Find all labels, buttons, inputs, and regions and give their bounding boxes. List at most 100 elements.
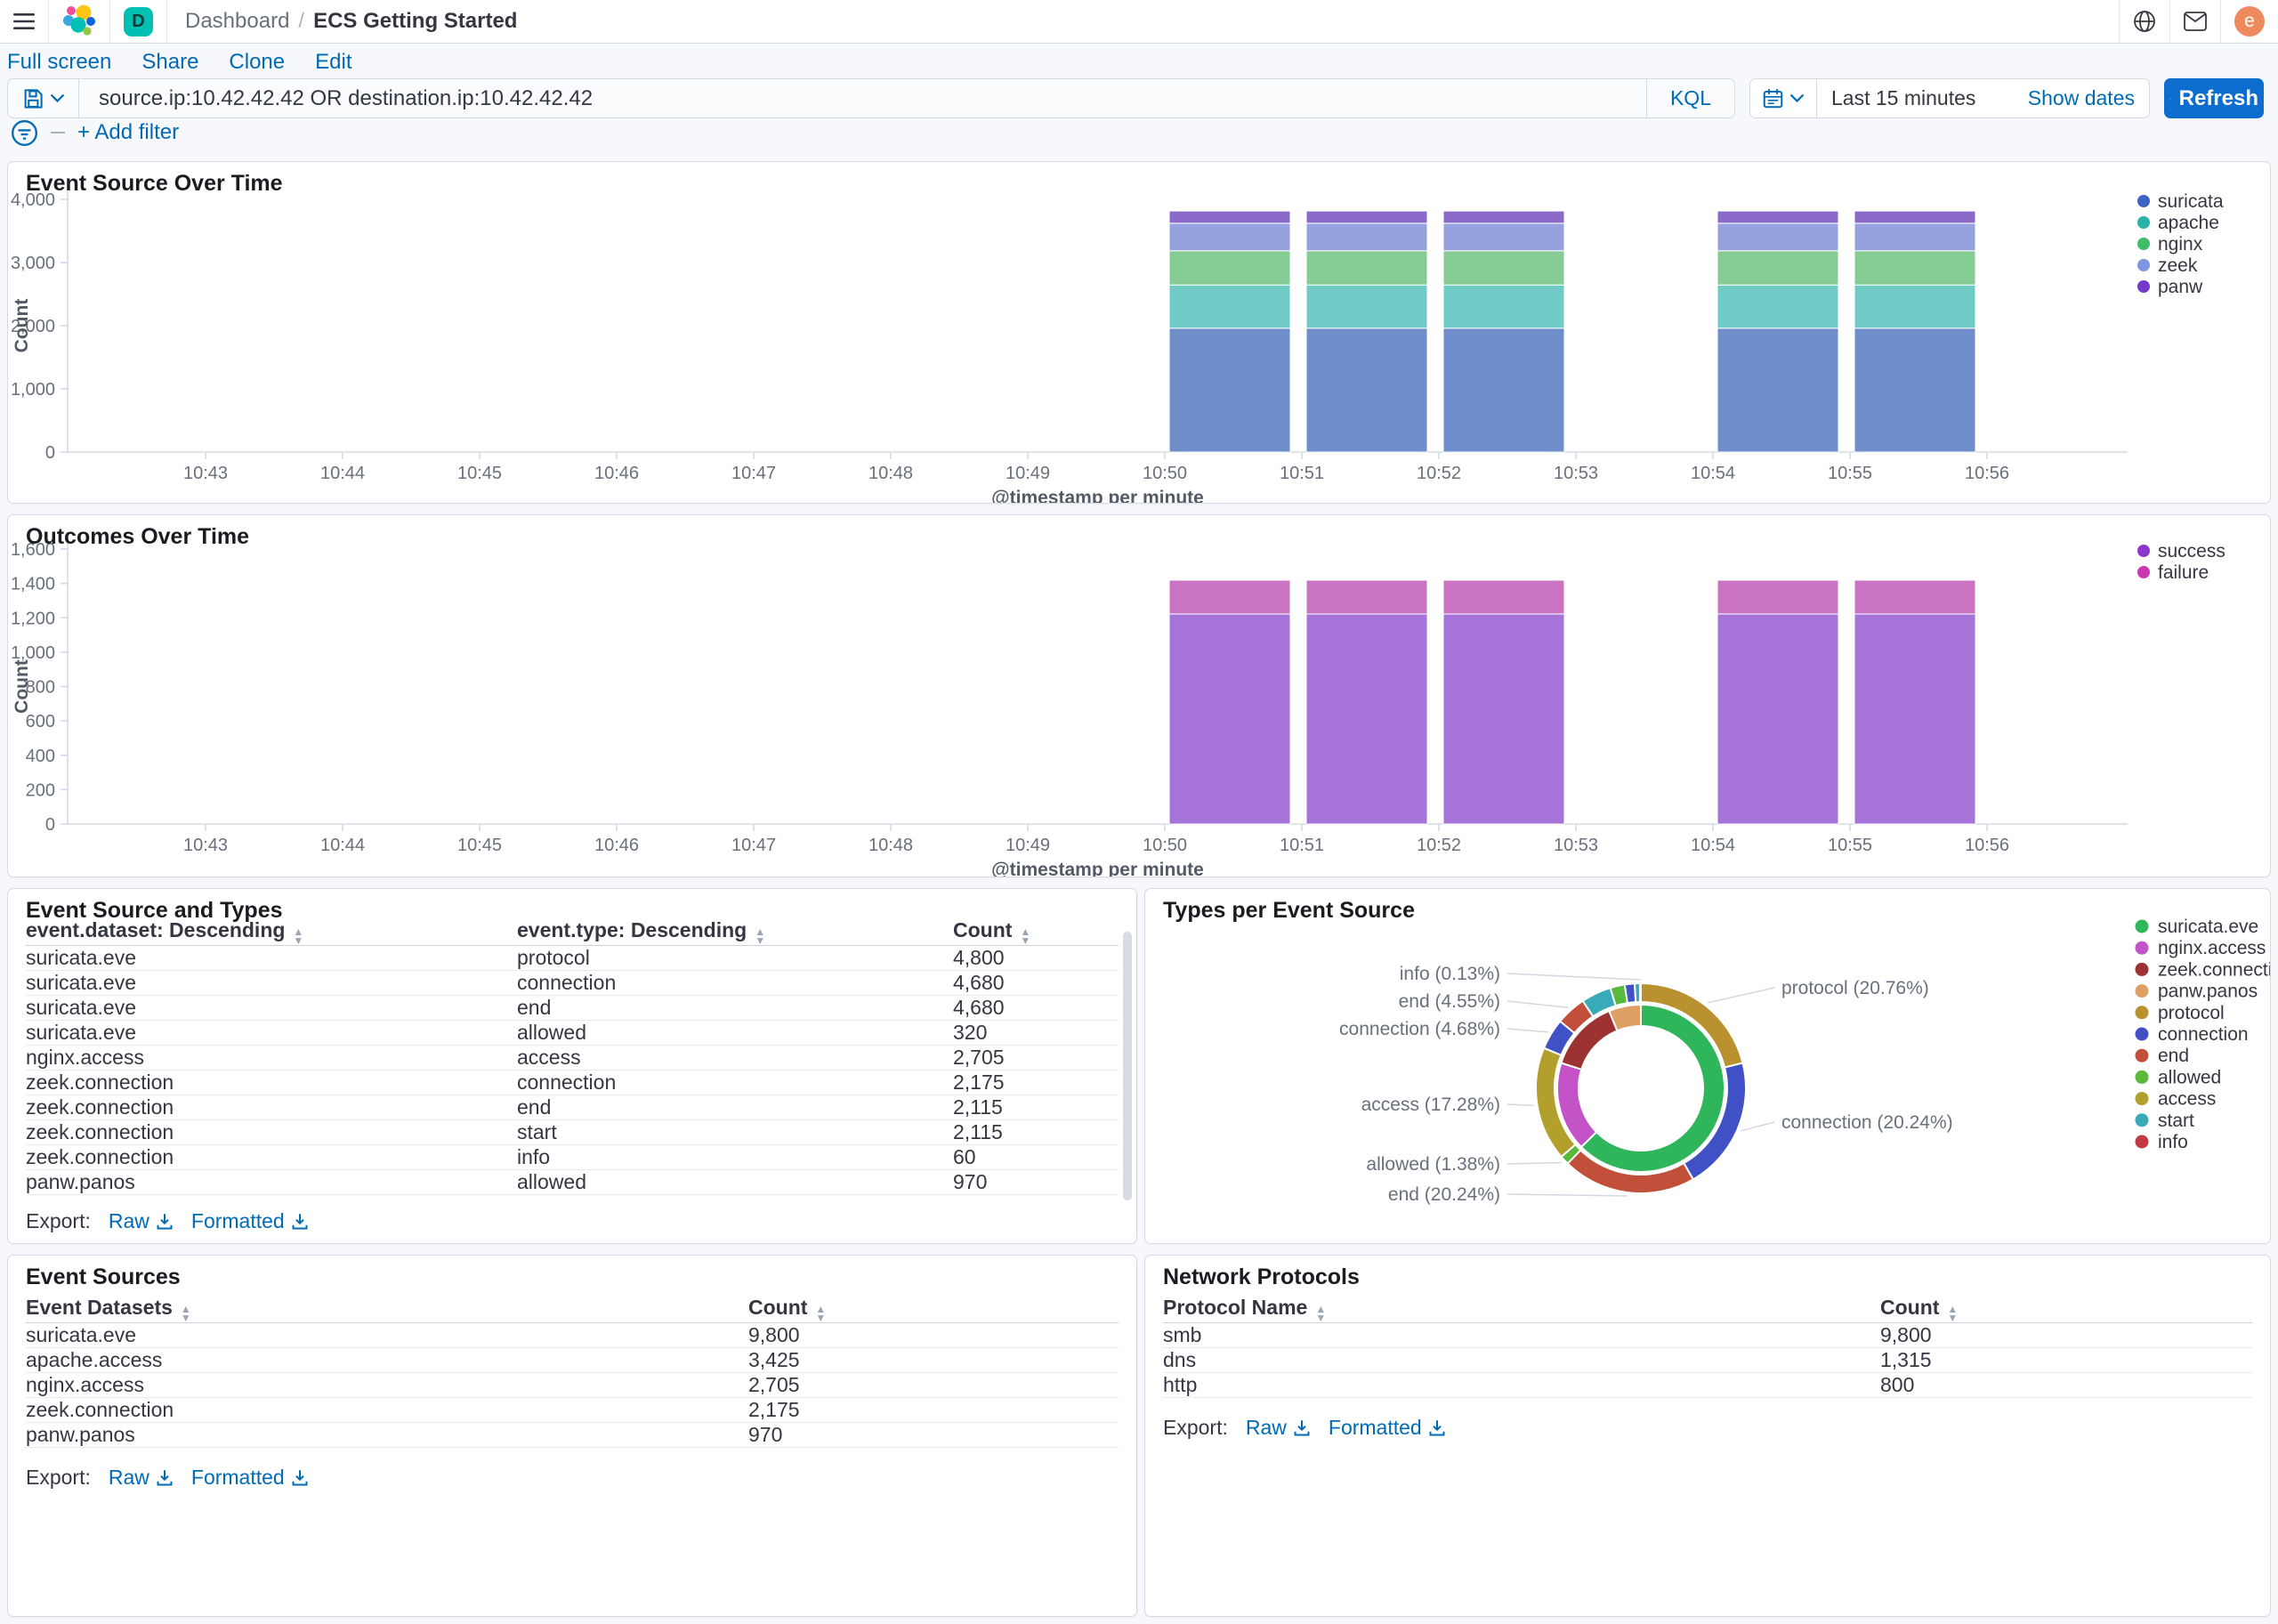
refresh-label: Refresh <box>2178 85 2258 110</box>
menu-button[interactable] <box>0 0 48 43</box>
bar-segment-zeek[interactable] <box>1168 222 1291 252</box>
sunburst-inner-segment-panw.panos[interactable] <box>1607 1003 1642 1032</box>
bar-segment-apache[interactable] <box>1168 284 1291 329</box>
bar-segment-apache[interactable] <box>1854 284 1976 329</box>
news-feed-button[interactable] <box>2120 0 2169 43</box>
time-range-value[interactable]: Last 15 minutes <box>1831 86 1976 109</box>
legend-item-suricata.eve[interactable]: suricata.eve <box>2135 917 2259 937</box>
column-header-sort-button[interactable]: Protocol Name ▲ ▼ <box>1163 1296 1880 1322</box>
label-connector <box>1741 1121 1775 1132</box>
saved-query-menu[interactable] <box>8 79 79 117</box>
export-formatted-link[interactable]: Formatted <box>191 1209 309 1233</box>
legend-item-protocol[interactable]: protocol <box>2135 1003 2225 1023</box>
bar-segment-panw[interactable] <box>1305 210 1428 224</box>
legend-item-access[interactable]: access <box>2135 1089 2217 1110</box>
legend-item-start[interactable]: start <box>2135 1111 2195 1131</box>
legend-item-connection[interactable]: connection <box>2135 1024 2249 1045</box>
legend-item-zeek.connection[interactable]: zeek.connection <box>2135 959 2271 980</box>
bar-segment-suricata[interactable] <box>1717 327 1839 453</box>
refresh-button[interactable]: Refresh <box>2164 78 2264 118</box>
bar-segment-zeek[interactable] <box>1854 222 1976 252</box>
export-raw-link[interactable]: Raw <box>1246 1416 1311 1440</box>
show-dates-link[interactable]: Show dates <box>2027 86 2135 109</box>
legend-item-nginx.access[interactable]: nginx.access <box>2135 938 2266 958</box>
legend-item-success[interactable]: success <box>2137 541 2225 562</box>
bar-segment-suricata[interactable] <box>1854 327 1976 453</box>
bar-segment-failure[interactable] <box>1442 579 1565 615</box>
user-menu-button[interactable]: e <box>2221 0 2278 43</box>
bar-segment-failure[interactable] <box>1717 579 1839 615</box>
share-link[interactable]: Share <box>141 50 199 74</box>
column-header-sort-button[interactable]: Count ▲ ▼ <box>953 918 1119 945</box>
legend-item-info[interactable]: info <box>2135 1132 2188 1152</box>
query-input[interactable]: source.ip:10.42.42.42 OR destination.ip:… <box>99 85 594 110</box>
panel-title: Event Source Over Time <box>26 171 283 196</box>
bar-segment-failure[interactable] <box>1168 579 1291 615</box>
bar-segment-zeek[interactable] <box>1442 222 1565 252</box>
bar-segment-nginx[interactable] <box>1717 250 1839 286</box>
column-header-sort-button[interactable]: Count ▲ ▼ <box>748 1296 1119 1322</box>
column-header-sort-button[interactable]: event.type: Descending ▲ ▼ <box>517 918 953 945</box>
legend-item-failure[interactable]: failure <box>2137 562 2209 583</box>
legend-item-nginx[interactable]: nginx <box>2137 234 2203 255</box>
bar-segment-panw[interactable] <box>1442 210 1565 224</box>
legend-item-apache[interactable]: apache <box>2137 213 2219 233</box>
legend-item-end[interactable]: end <box>2135 1046 2190 1066</box>
legend-item-allowed[interactable]: allowed <box>2135 1067 2222 1087</box>
bar-segment-success[interactable] <box>1717 613 1839 825</box>
bar-segment-apache[interactable] <box>1305 284 1428 329</box>
table-cell: protocol <box>517 946 590 969</box>
export-formatted-link[interactable]: Formatted <box>1329 1416 1446 1440</box>
bar-segment-nginx[interactable] <box>1854 250 1976 286</box>
chevron-down-icon <box>1790 93 1804 102</box>
table-scrollbar[interactable] <box>1123 932 1132 1200</box>
legend-item-panw.panos[interactable]: panw.panos <box>2135 982 2258 1002</box>
date-quick-select[interactable] <box>1750 79 1817 117</box>
bar-segment-success[interactable] <box>1854 613 1976 825</box>
query-language-button[interactable]: KQL <box>1645 79 1734 117</box>
space-switcher[interactable]: D <box>110 0 166 43</box>
column-header-sort-button[interactable]: Count ▲ ▼ <box>1880 1296 2252 1322</box>
bar-segment-zeek[interactable] <box>1717 222 1839 252</box>
filter-icon[interactable] <box>11 119 38 147</box>
bar-segment-nginx[interactable] <box>1442 250 1565 286</box>
download-icon <box>292 1469 308 1485</box>
bar-segment-suricata[interactable] <box>1168 327 1291 453</box>
bar-segment-nginx[interactable] <box>1305 250 1428 286</box>
legend-item-zeek[interactable]: zeek <box>2137 255 2198 276</box>
export-raw-link[interactable]: Raw <box>109 1209 174 1233</box>
edit-link[interactable]: Edit <box>315 50 352 74</box>
column-header-sort-button[interactable]: Event Datasets ▲ ▼ <box>26 1296 748 1322</box>
bar-segment-zeek[interactable] <box>1305 222 1428 252</box>
notifications-button[interactable] <box>2170 0 2220 43</box>
bar-segment-apache[interactable] <box>1717 284 1839 329</box>
bar-segment-failure[interactable] <box>1854 579 1976 615</box>
export-raw-link[interactable]: Raw <box>109 1466 174 1490</box>
add-filter-link[interactable]: + Add filter <box>77 120 180 144</box>
bar-segment-success[interactable] <box>1168 613 1291 825</box>
sunburst-inner-segment-suricata.eve[interactable] <box>1579 1003 1725 1173</box>
bar-segment-suricata[interactable] <box>1305 327 1428 453</box>
table-cell: access <box>517 1046 581 1069</box>
bar-segment-panw[interactable] <box>1168 210 1291 224</box>
legend-item-suricata[interactable]: suricata <box>2137 191 2224 212</box>
bar-segment-panw[interactable] <box>1717 210 1839 224</box>
x-tick-label: 10:45 <box>457 836 502 855</box>
legend-item-panw[interactable]: panw <box>2137 277 2203 297</box>
sunburst-outer-segment-info[interactable] <box>1639 982 1642 1004</box>
breadcrumb-dashboard[interactable]: Dashboard <box>185 9 290 33</box>
mail-icon <box>2184 12 2207 31</box>
bar-segment-apache[interactable] <box>1442 284 1565 329</box>
clone-link[interactable]: Clone <box>229 50 286 74</box>
bar-segment-panw[interactable] <box>1854 210 1976 224</box>
full-screen-link[interactable]: Full screen <box>7 50 112 74</box>
bar-segment-success[interactable] <box>1442 613 1565 825</box>
elastic-logo[interactable] <box>49 0 109 43</box>
bar-segment-failure[interactable] <box>1305 579 1428 615</box>
bar-segment-nginx[interactable] <box>1168 250 1291 286</box>
bar-segment-suricata[interactable] <box>1442 327 1565 453</box>
export-formatted-link[interactable]: Formatted <box>191 1466 309 1490</box>
bar-segment-success[interactable] <box>1305 613 1428 825</box>
column-header-sort-button[interactable]: event.dataset: Descending ▲ ▼ <box>26 918 517 945</box>
table-cell: dns <box>1163 1348 1197 1371</box>
